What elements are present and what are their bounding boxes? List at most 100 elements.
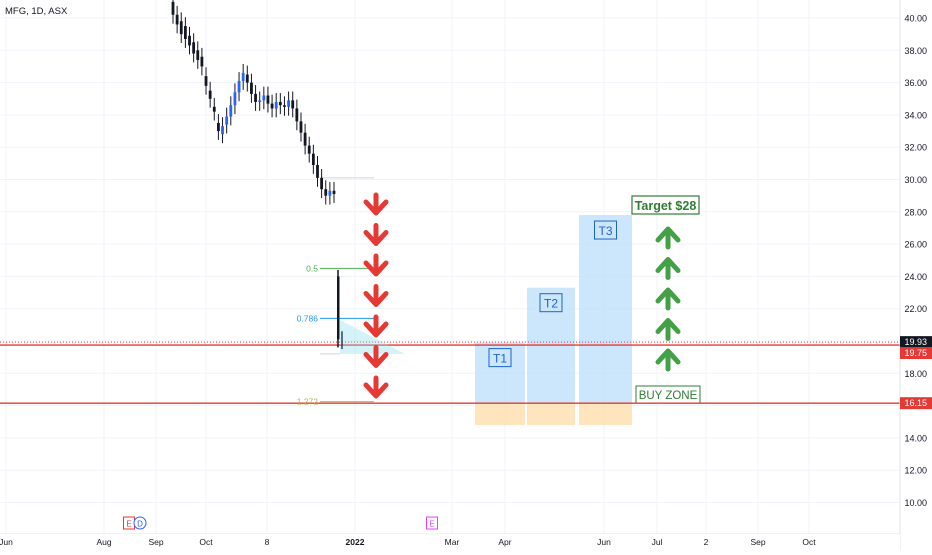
candle-body (303, 132, 307, 146)
target-label-box (594, 220, 617, 240)
y-tick-label: 14.00 (904, 433, 927, 443)
y-tick-label: 18.00 (904, 369, 927, 379)
candle-body (204, 76, 208, 86)
candle-body (324, 189, 328, 196)
fib-level-label: 0.786 (297, 313, 319, 323)
x-tick-label: Sep (148, 537, 163, 547)
y-tick-label: 26.00 (904, 240, 927, 250)
y-tick-label: 12.00 (904, 466, 927, 476)
candle-body (332, 190, 336, 195)
candle-body (192, 42, 196, 54)
candle-body (250, 82, 253, 94)
symbol-label: MFG, 1D, ASX (5, 6, 68, 17)
candle-body (274, 101, 278, 109)
buy-zone-label: BUY ZONE (639, 390, 698, 402)
y-tick-label: 34.00 (904, 110, 927, 120)
price-axis[interactable] (900, 0, 932, 550)
candle-body (320, 177, 324, 190)
target-label-box (539, 293, 563, 313)
candle-body (196, 50, 200, 60)
candle-body (262, 95, 266, 101)
candle-body (307, 145, 311, 154)
target-price-label-box (631, 195, 700, 215)
candle-body (299, 121, 303, 133)
price-label-text: 16.15 (904, 398, 927, 408)
y-tick-label: 28.00 (904, 207, 927, 217)
candle-body (233, 92, 237, 106)
candle-body (237, 80, 241, 93)
x-tick-label: Mar (445, 537, 460, 547)
fib-level-label: 0.5 (306, 263, 318, 273)
candle-body (208, 90, 212, 99)
price-label-text: 19.93 (904, 337, 927, 347)
event-marker-label: E (126, 520, 131, 529)
event-marker-label: D (137, 520, 143, 529)
candle-body (278, 101, 282, 106)
buy-zone (475, 403, 525, 425)
target-label: T2 (544, 297, 558, 311)
candle-body (283, 105, 286, 107)
time-axis[interactable] (0, 534, 900, 550)
y-tick-label: 32.00 (904, 143, 927, 153)
x-tick-label: 2022 (346, 537, 365, 547)
event-marker-label: E (429, 520, 434, 529)
x-tick-label: Oct (199, 537, 213, 547)
candle-body (221, 126, 224, 135)
candle-body (328, 190, 332, 196)
x-tick-label: Jul (652, 537, 663, 547)
x-tick-label: Oct (802, 537, 816, 547)
event-marker-icon[interactable] (133, 516, 147, 530)
y-tick-label: 38.00 (904, 46, 927, 56)
target-label: T3 (598, 224, 612, 238)
price-label-text: 19.75 (904, 348, 927, 358)
candle-body (217, 122, 220, 132)
x-tick-label: Aug (96, 537, 111, 547)
price-label-19.93 (900, 336, 932, 349)
candle-body (266, 95, 270, 104)
candle-body (175, 14, 179, 25)
x-tick-label: Jun (597, 537, 611, 547)
candle-body (225, 116, 229, 125)
y-tick-label: 36.00 (904, 78, 927, 88)
candle-body (337, 276, 340, 340)
buy-zone (579, 403, 632, 425)
candle-body (183, 26, 187, 39)
x-tick-label: 2 (704, 537, 709, 547)
candle-body (295, 108, 299, 122)
candle-body (258, 100, 262, 102)
candle-body (270, 103, 274, 109)
target-label: T1 (493, 352, 507, 366)
candle-body (212, 106, 216, 112)
target-zone-t3 (579, 215, 632, 404)
fib-level-label: 1.272 (297, 397, 319, 407)
candle-body (311, 153, 315, 165)
y-tick-label: 10.00 (904, 498, 927, 508)
candle-body (229, 105, 233, 117)
target-price-label: Target $28 (635, 199, 697, 213)
buy-zone (527, 403, 575, 425)
y-tick-label: 30.00 (904, 175, 927, 185)
candle-body (241, 72, 245, 81)
candle-body (245, 74, 249, 83)
y-tick-label: 24.00 (904, 272, 927, 282)
y-tick-label: 40.00 (904, 14, 927, 24)
candle-body (254, 93, 257, 102)
target-zone-t1 (475, 342, 525, 404)
x-tick-label: Sep (750, 537, 765, 547)
y-tick-label: 22.00 (904, 304, 927, 314)
price-label-19.75 (900, 347, 932, 360)
candle-body (188, 35, 191, 46)
target-label-box (488, 348, 512, 368)
candle-body (179, 21, 183, 35)
x-tick-label: Jun (0, 537, 13, 547)
event-marker-icon[interactable] (426, 516, 438, 530)
candle-body (171, 1, 175, 15)
candle-body (316, 164, 319, 178)
x-tick-label: 8 (265, 537, 270, 547)
x-tick-label: Apr (498, 537, 511, 547)
price-label-16.15 (900, 397, 932, 410)
candle-body (291, 100, 295, 109)
fib-fill (340, 320, 405, 354)
